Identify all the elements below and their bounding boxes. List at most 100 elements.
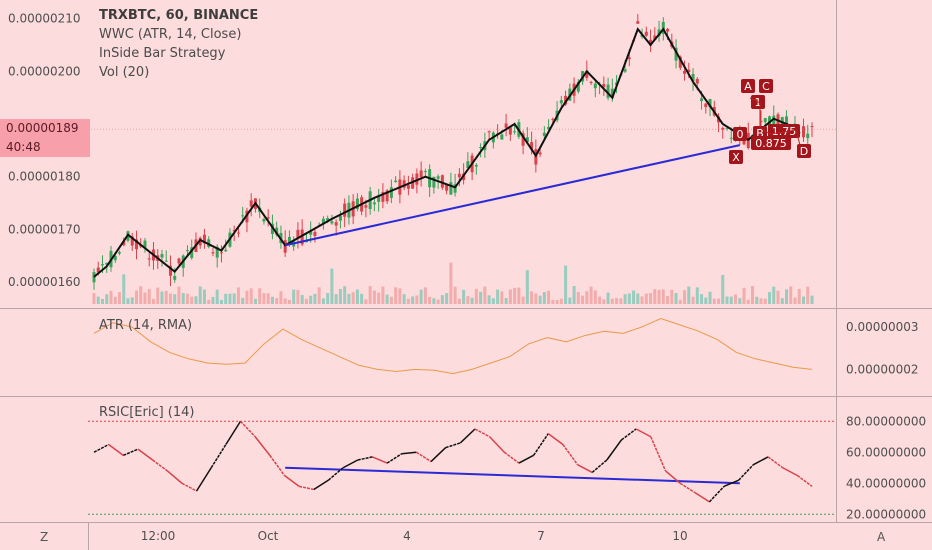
volume-bar — [173, 294, 177, 304]
candle-body — [644, 31, 648, 36]
volume-bar — [483, 286, 487, 304]
volume-bar — [100, 298, 104, 304]
candle-body — [521, 133, 525, 146]
candle-body — [445, 184, 449, 191]
candle-body — [466, 161, 470, 168]
rsi-tick-label: 60.00000000 — [846, 445, 926, 459]
volume-bar — [292, 289, 296, 304]
candle-body — [92, 272, 96, 283]
zoom-button-left[interactable]: Z — [40, 530, 49, 544]
candle-body — [500, 134, 504, 140]
indicator-insidebar-label: InSide Bar Strategy — [99, 46, 226, 61]
rsi-segment — [386, 453, 403, 464]
pattern-label: X — [732, 151, 740, 164]
price-tick-label: 0.00000180 — [8, 170, 81, 184]
volume-bar — [653, 289, 657, 304]
candle-body — [168, 265, 172, 276]
pattern-badge — [733, 127, 747, 141]
auto-scale-button[interactable]: A — [877, 530, 886, 544]
volume-bar — [797, 288, 801, 304]
volume-bar — [160, 291, 164, 304]
candle-body — [105, 262, 109, 265]
candle-body — [610, 88, 614, 99]
volume-bar — [343, 286, 347, 304]
candle-body — [589, 81, 593, 83]
volume-bar — [181, 293, 185, 304]
rsi-segment — [753, 456, 769, 466]
volume-bar — [117, 292, 121, 304]
candle-body — [232, 230, 236, 232]
candle-body — [321, 218, 325, 224]
volume-bar — [105, 294, 109, 304]
candle-body — [313, 231, 317, 236]
volume-bar — [632, 290, 636, 304]
pattern-label: 0 — [737, 128, 744, 141]
volume-bar — [198, 286, 202, 304]
pattern-label: D — [800, 145, 808, 158]
volume-bar — [598, 296, 602, 304]
volume-bar — [432, 298, 436, 304]
volume-bar — [283, 298, 287, 304]
volume-bar — [564, 265, 568, 304]
volume-bar — [134, 290, 138, 304]
rsi-segment — [664, 470, 681, 484]
volume-bar — [364, 299, 368, 304]
rsi-segment — [195, 467, 212, 492]
candle-body — [585, 70, 589, 78]
candle-body — [542, 132, 546, 136]
volume-bar — [139, 286, 143, 304]
volume-bar — [449, 262, 453, 304]
candle-body — [343, 203, 347, 217]
volume-bar — [143, 292, 147, 304]
rsi-segment — [93, 443, 110, 453]
candle-body — [453, 184, 457, 193]
volume-bar — [793, 297, 797, 304]
volume-bar — [270, 296, 274, 304]
candle-body — [147, 258, 151, 260]
time-tick-label: 4 — [403, 529, 411, 543]
volume-bar — [738, 298, 742, 304]
candle-body — [666, 28, 670, 32]
rsi-segment — [532, 433, 549, 456]
volume-bar — [763, 298, 767, 304]
candle-body — [508, 127, 512, 135]
volume-bar — [236, 287, 240, 304]
candle-body — [296, 229, 300, 239]
volume-bar — [368, 286, 372, 304]
candle-body — [381, 191, 385, 202]
indicator-volume-label: Vol (20) — [99, 65, 150, 80]
volume-bar — [742, 287, 746, 304]
candle-body — [602, 83, 606, 88]
candle-body — [377, 195, 381, 202]
rsi-segment — [313, 479, 329, 491]
rsi-segment — [210, 444, 227, 469]
volume-bar — [457, 298, 461, 304]
volume-bar — [687, 286, 691, 304]
rsi-segment — [694, 491, 710, 503]
candle-body — [219, 252, 223, 254]
volume-bar — [398, 288, 402, 304]
volume-bar — [521, 296, 525, 304]
volume-bar — [806, 286, 810, 304]
rsi-segment — [372, 456, 388, 464]
volume-bar — [551, 299, 555, 304]
rsi-segment — [503, 451, 520, 464]
candle-body — [504, 123, 508, 128]
volume-bar — [372, 290, 376, 304]
volume-bar — [406, 298, 410, 304]
candle-body — [708, 99, 712, 108]
volume-bar — [721, 274, 725, 304]
volume-bar — [504, 298, 508, 304]
rsi-segment — [445, 442, 461, 449]
rsi-trendline — [285, 466, 740, 485]
candle-body — [538, 152, 542, 155]
volume-bar — [385, 294, 389, 304]
rsi-segment — [284, 474, 300, 487]
pattern-outline — [749, 97, 801, 146]
volume-bar — [751, 286, 755, 304]
volume-bar — [122, 274, 126, 304]
volume-bar — [147, 289, 151, 304]
candle-body — [300, 229, 304, 245]
